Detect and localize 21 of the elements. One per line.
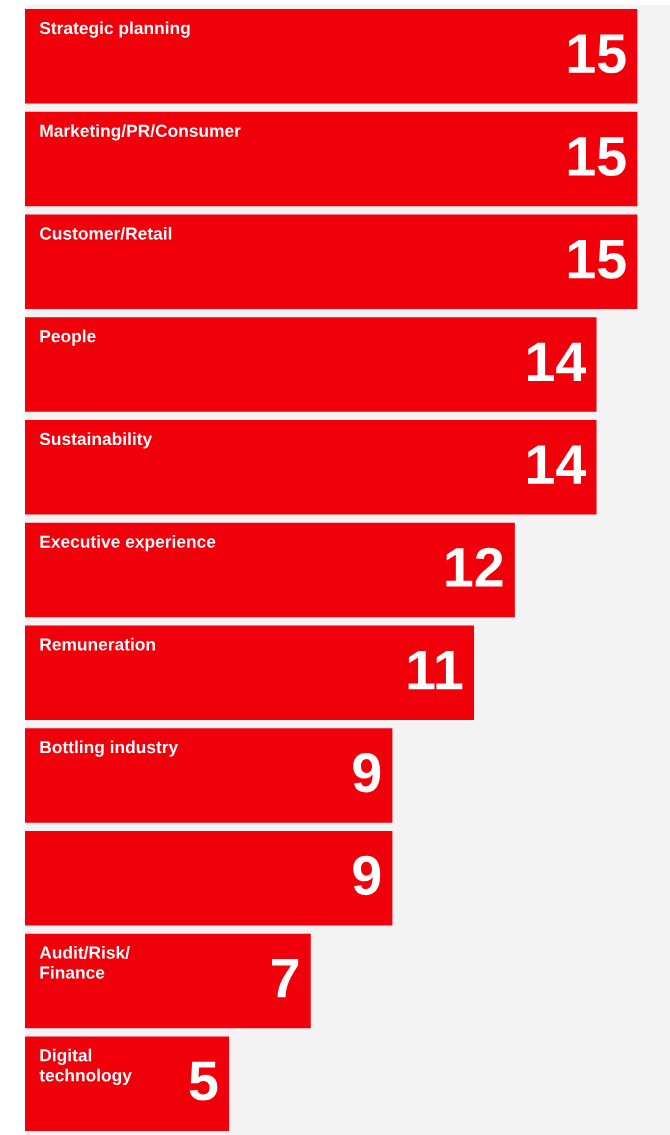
y-tick-label: Sustainability — [39, 432, 153, 449]
data-label: 14 — [528, 445, 587, 484]
y-tick-label: People — [40, 329, 96, 346]
y-tick-label: Strategic planning — [39, 21, 190, 38]
y-tick-label: Executive experience — [40, 535, 216, 552]
y-tick-label: Customer/Retail — [40, 226, 172, 240]
data-label: 15 — [568, 240, 626, 279]
data-label: 7 — [272, 959, 299, 998]
y-tick-label: Bottling industry — [40, 740, 179, 757]
data-label: 14 — [528, 342, 587, 381]
y-tick-label: Remuneration — [40, 637, 155, 651]
data-label: 5 — [189, 1061, 218, 1101]
data-label: 15 — [568, 34, 626, 74]
data-label: 11 — [408, 650, 463, 690]
data-label: 12 — [446, 547, 503, 587]
data-label: 9 — [353, 855, 381, 896]
data-label: 9 — [353, 753, 381, 793]
data-label: 15 — [568, 137, 626, 177]
y-tick-label: Marketing/PR/Consumer — [40, 124, 241, 141]
y-tick-label: Audit/Risk/ Finance — [39, 945, 130, 979]
y-tick-label: Digital technology — [39, 1048, 132, 1085]
